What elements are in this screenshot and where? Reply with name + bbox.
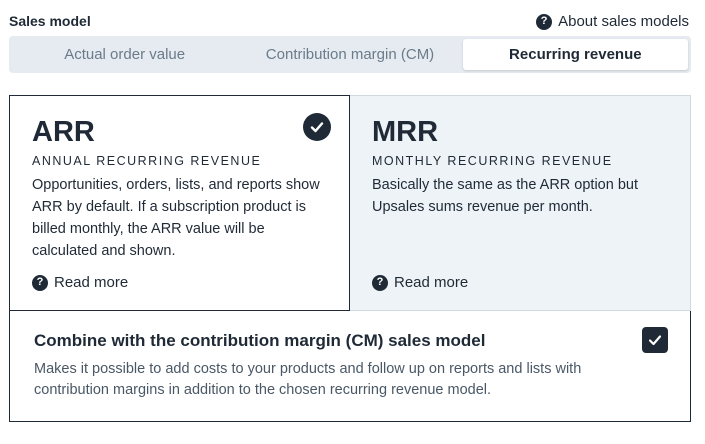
sales-model-tabs: Actual order value Contribution margin (…	[9, 36, 691, 73]
question-circle-icon: ?	[32, 274, 48, 291]
option-title: MRR	[372, 116, 439, 148]
combine-cm-checkbox[interactable]	[642, 327, 668, 353]
option-title: ARR	[32, 116, 95, 148]
tab-recurring-revenue[interactable]: Recurring revenue	[462, 39, 688, 70]
checkbox-checked-icon	[648, 335, 662, 346]
combine-description: Makes it possible to add costs to your p…	[34, 361, 582, 398]
combine-title: Combine with the contribution margin (CM…	[34, 331, 486, 350]
option-subtitle: ANNUAL RECURRING REVENUE	[32, 154, 262, 168]
tab-contribution-margin[interactable]: Contribution margin (CM)	[265, 46, 435, 63]
option-subtitle: MONTHLY RECURRING REVENUE	[372, 154, 613, 168]
page-title: Sales model	[9, 13, 91, 29]
combine-cm-option: Combine with the contribution margin (CM…	[9, 311, 691, 422]
option-card-arr[interactable]: ARR ANNUAL RECURRING REVENUE Opportuniti…	[9, 95, 350, 311]
option-description: Basically the same as the ARR option but…	[372, 177, 638, 215]
read-more-label: Read more	[394, 274, 469, 291]
tab-actual-order-value[interactable]: Actual order value	[64, 46, 186, 63]
option-description: Opportunities, orders, lists, and report…	[32, 177, 320, 259]
about-sales-models-link[interactable]: ? About sales models	[536, 13, 689, 30]
option-card-mrr[interactable]: MRR MONTHLY RECURRING REVENUE Basically …	[350, 95, 691, 311]
read-more-link-arr[interactable]: ? Read more	[32, 274, 128, 291]
question-circle-icon: ?	[536, 13, 553, 30]
recurring-revenue-options: ARR ANNUAL RECURRING REVENUE Opportuniti…	[9, 95, 691, 311]
sales-model-header: Sales model ? About sales models	[9, 10, 691, 34]
check-circle-icon	[303, 113, 331, 141]
read-more-link-mrr[interactable]: ? Read more	[372, 274, 468, 291]
about-sales-models-label: About sales models	[558, 13, 689, 30]
read-more-label: Read more	[54, 274, 129, 291]
question-circle-icon: ?	[372, 274, 388, 291]
